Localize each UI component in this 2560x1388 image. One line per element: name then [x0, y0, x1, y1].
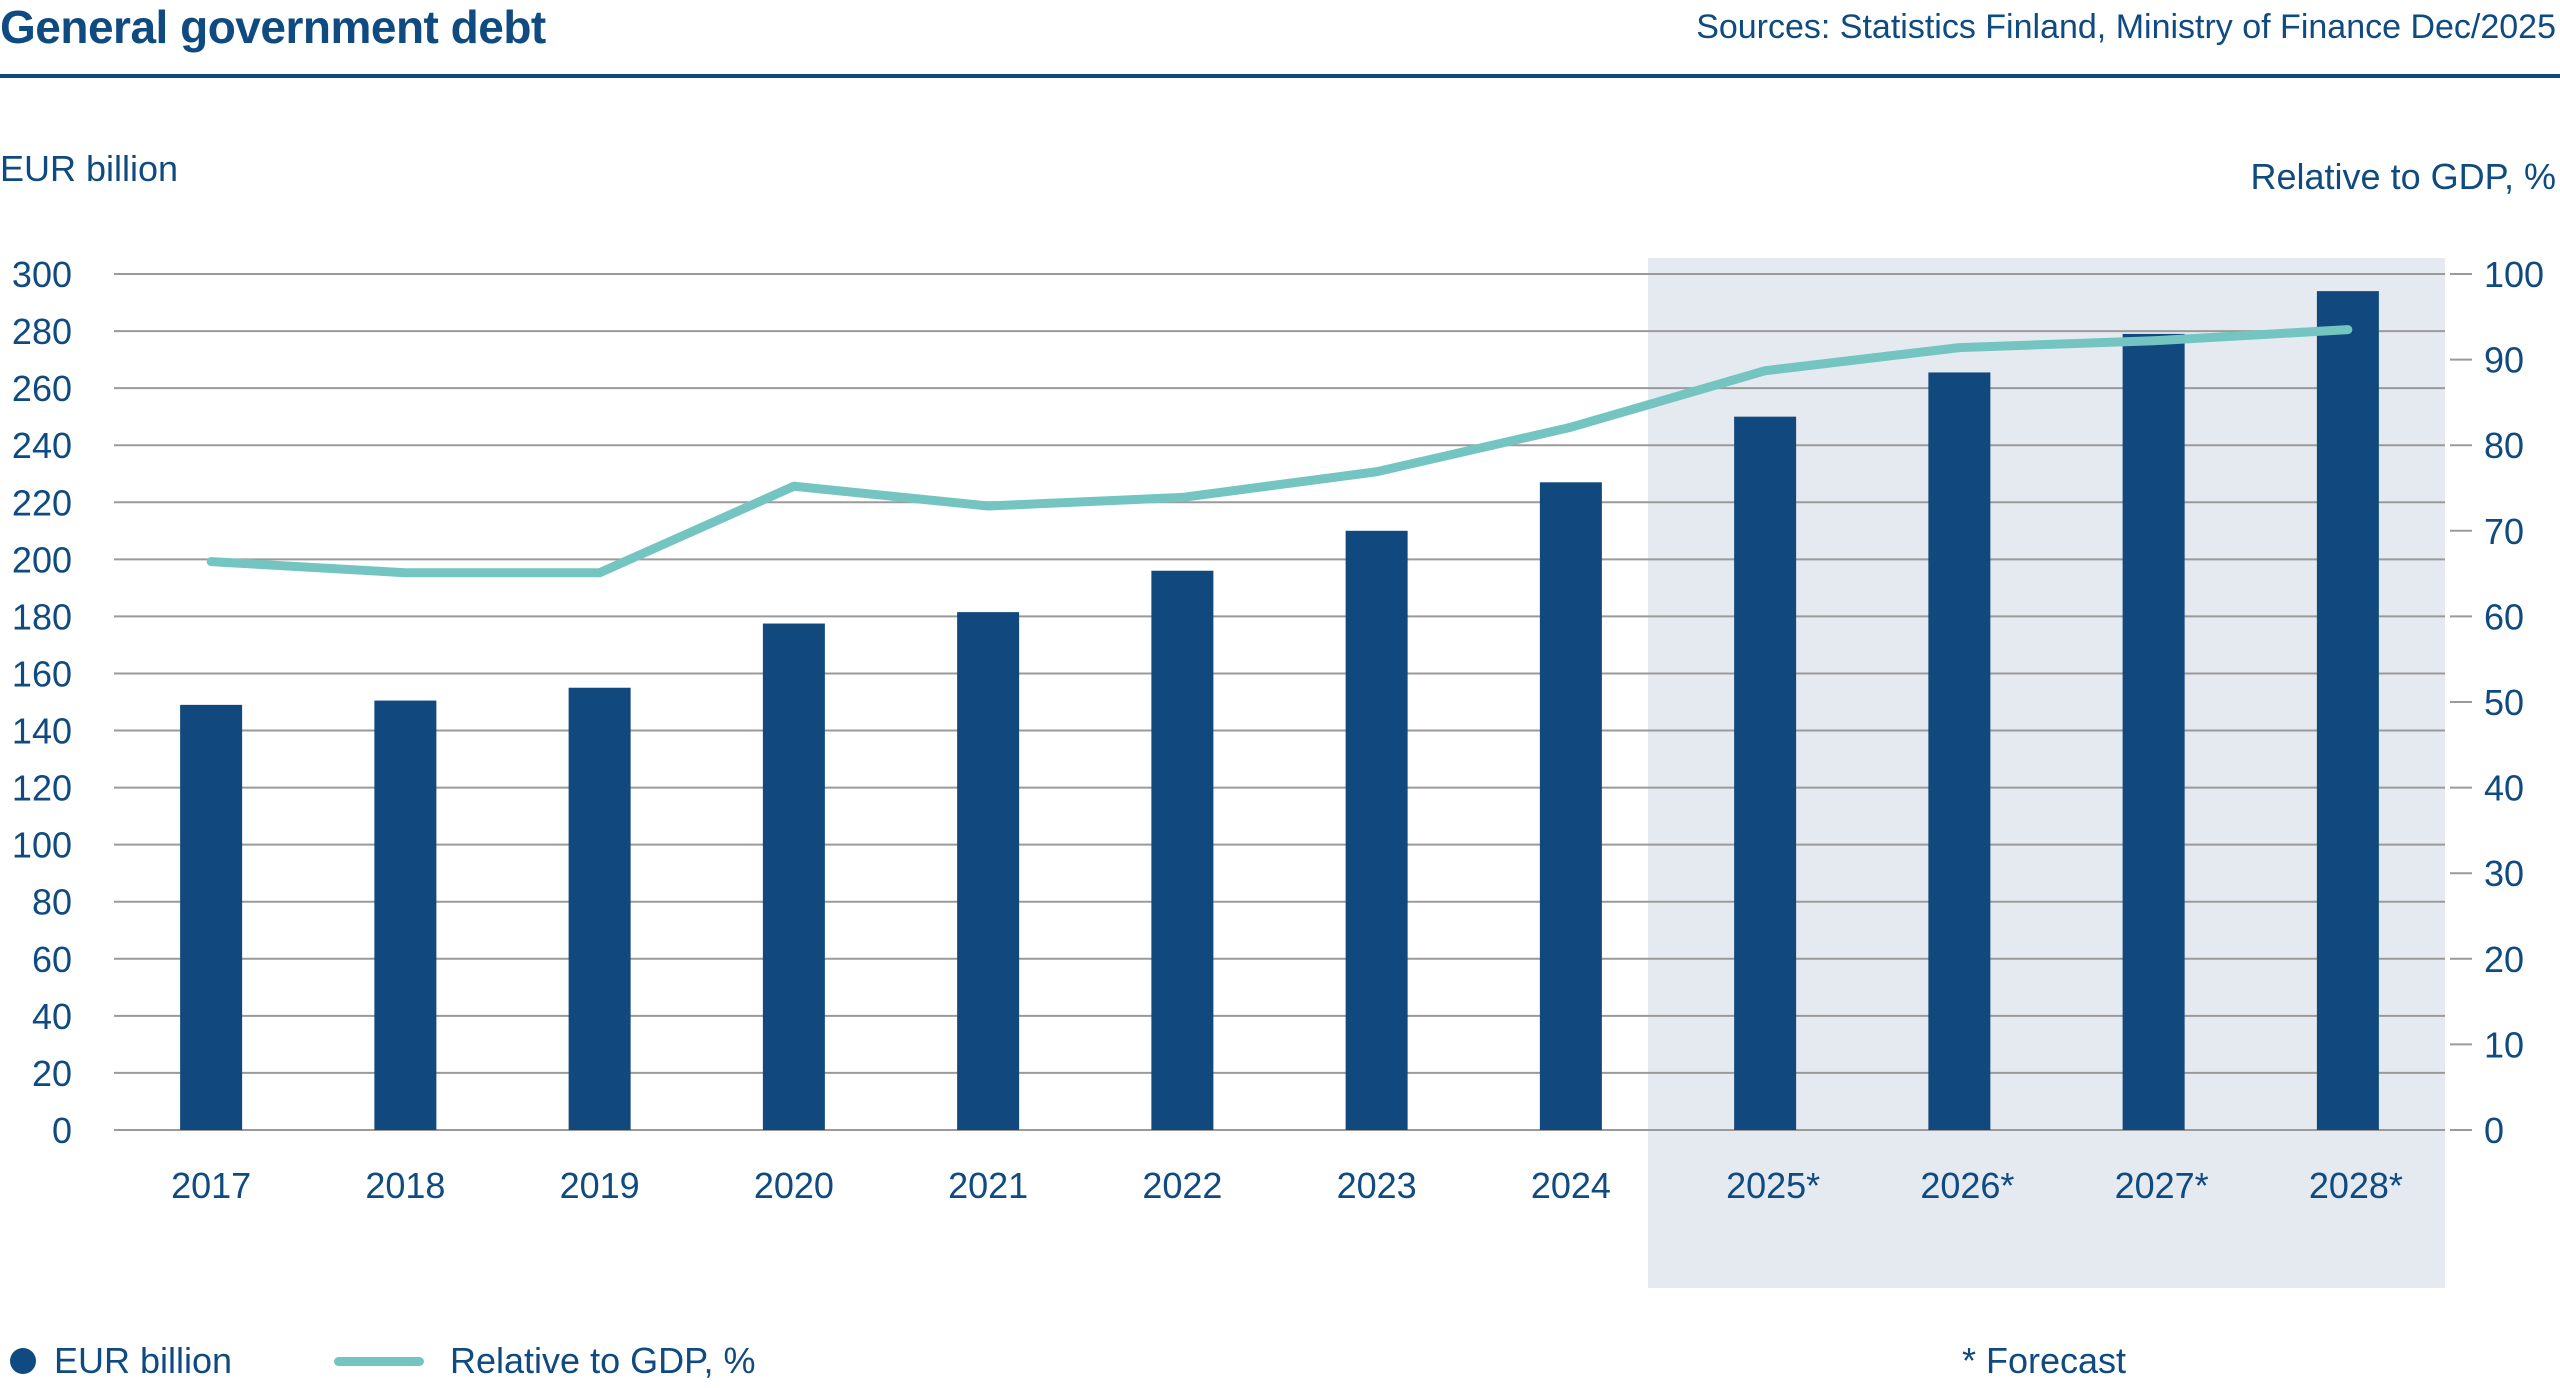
chart-title: General government debt — [0, 1, 546, 53]
bar-2028* — [2316, 291, 2379, 1130]
legend-item-line: Relative to GDP, % — [334, 1340, 755, 1382]
left-tick-label: 160 — [12, 653, 72, 694]
left-tick-label: 180 — [12, 596, 72, 637]
right-tick-label: 10 — [2484, 1024, 2524, 1065]
left-tick-label: 240 — [12, 425, 72, 466]
x-tick-label: 2022 — [1142, 1165, 1222, 1206]
source-note: Sources: Statistics Finland, Ministry of… — [1696, 8, 2556, 46]
x-tick-label: 2024 — [1531, 1165, 1611, 1206]
legend-item-bars: EUR billion — [10, 1340, 232, 1382]
bar-2019 — [568, 687, 631, 1130]
x-tick-label: 2026* — [1920, 1165, 2014, 1206]
x-tick-label: 2028* — [2309, 1165, 2403, 1206]
bar-2017 — [180, 704, 243, 1130]
right-tick-label: 20 — [2484, 939, 2524, 980]
x-tick-label: 2017 — [171, 1165, 251, 1206]
x-tick-label: 2025* — [1726, 1165, 1820, 1206]
left-axis-label: EUR billion — [0, 148, 179, 189]
left-tick-label: 40 — [32, 996, 72, 1037]
left-tick-label: 300 — [12, 254, 72, 295]
right-tick-label: 50 — [2484, 682, 2524, 723]
right-tick-label: 30 — [2484, 853, 2524, 894]
legend-label-line: Relative to GDP, % — [450, 1340, 756, 1381]
left-tick-label: 120 — [12, 768, 72, 809]
right-tick-label: 70 — [2484, 511, 2524, 552]
x-tick-label: 2019 — [560, 1165, 640, 1206]
bar-2024 — [1539, 482, 1602, 1130]
bar-2018 — [374, 700, 437, 1130]
bar-2027* — [2122, 333, 2185, 1130]
left-tick-label: 200 — [12, 539, 72, 580]
x-tick-label: 2020 — [754, 1165, 834, 1206]
left-tick-label: 280 — [12, 311, 72, 352]
x-tick-label: 2021 — [948, 1165, 1028, 1206]
x-tick-label: 2027* — [2115, 1165, 2209, 1206]
bar-2022 — [1151, 570, 1214, 1130]
left-tick-label: 60 — [32, 939, 72, 980]
x-tick-label: 2018 — [365, 1165, 445, 1206]
left-tick-label: 0 — [52, 1110, 72, 1151]
x-tick-label: 2023 — [1337, 1165, 1417, 1206]
right-tick-label: 80 — [2484, 425, 2524, 466]
forecast-note: * Forecast — [1962, 1340, 2127, 1381]
left-tick-label: 100 — [12, 825, 72, 866]
bar-2025* — [1734, 416, 1797, 1131]
left-tick-label: 260 — [12, 368, 72, 409]
title-rule — [0, 74, 2560, 78]
right-tick-label: 90 — [2484, 340, 2524, 381]
gdp-ratio-line — [206, 325, 2353, 578]
right-tick-label: 40 — [2484, 768, 2524, 809]
left-tick-label: 80 — [32, 882, 72, 923]
legend-label-bars: EUR billion — [54, 1340, 233, 1381]
left-tick-label: 140 — [12, 711, 72, 752]
left-tick-label: 220 — [12, 482, 72, 523]
legend-line-icon — [334, 1356, 424, 1366]
legend-dot-icon — [10, 1348, 36, 1374]
right-tick-label: 0 — [2484, 1110, 2504, 1151]
right-tick-label: 60 — [2484, 596, 2524, 637]
right-tick-label: 100 — [2484, 254, 2544, 295]
left-tick-label: 20 — [32, 1053, 72, 1094]
bar-2021 — [957, 612, 1020, 1130]
bar-2020 — [762, 623, 825, 1130]
right-axis-label: Relative to GDP, % — [2250, 156, 2556, 197]
bar-2023 — [1345, 530, 1408, 1130]
bar-2026* — [1928, 372, 1991, 1130]
